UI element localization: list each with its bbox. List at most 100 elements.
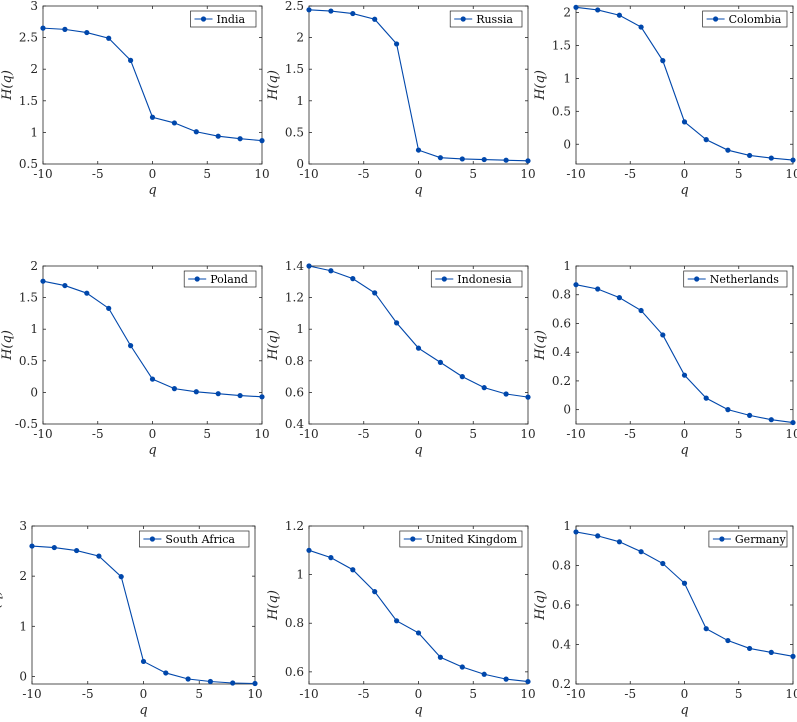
y-tick-label: 1 [19,619,27,633]
x-tick-label: 10 [785,427,797,441]
panel-5: -10 -5 0 5 10 0.4 0.6 0.8 1 1.2 1.4 q H(q) Indonesia [266,259,536,458]
data-point [768,417,774,423]
x-tick-label: -5 [358,167,370,181]
y-tick-label: 1 [296,322,304,336]
y-axis-label: H(q) [266,330,281,361]
data-point [328,555,334,561]
axes-box [575,5,794,165]
y-tick-label: 1 [563,259,571,273]
data-point [96,553,102,559]
data-point [768,155,774,161]
data-point [215,133,221,139]
data-point [84,290,90,296]
legend: Germany [708,530,788,548]
data-point [681,580,688,586]
panel-9: -10 -5 0 5 10 0.2 0.4 0.6 0.8 1 q H(q) Germany [533,519,797,718]
axes-box [308,525,529,685]
data-point [616,539,623,545]
y-tick-label: 1.5 [285,62,304,76]
data-point [84,29,90,36]
y-tick-label: 1.2 [285,519,304,533]
x-tick-label: -5 [92,427,104,441]
y-tick-label: 2.5 [19,31,38,45]
data-point [573,282,579,288]
legend-label: United Kingdom [426,533,518,546]
data-point [725,147,731,153]
x-tick-label: -5 [624,167,636,181]
y-tick-label: 2.5 [285,0,304,13]
axes-box [42,5,263,165]
x-tick-label: -10 [566,687,585,701]
x-tick-label: -10 [22,687,41,701]
data-point [149,376,156,382]
y-tick-label: 0 [563,403,571,417]
x-tick-label: 10 [254,427,269,441]
data-point [638,24,644,30]
x-tick-label: 5 [203,167,211,181]
data-point [372,16,378,22]
x-tick-label: -10 [33,427,52,441]
data-point [703,626,709,632]
legend-label: India [217,13,246,26]
y-tick-label: 2 [563,6,571,20]
y-axis-label: H(q) [0,330,15,361]
data-point [350,276,356,282]
data-point [29,543,35,549]
y-tick-label: 0.6 [552,598,571,612]
y-tick-label: 2 [30,259,38,273]
x-tick-label: -5 [92,167,104,181]
data-point [237,136,243,142]
data-point [372,290,378,296]
x-axis-label: q [414,183,422,198]
y-tick-label: 1 [296,568,304,582]
y-tick-label: 0.4 [552,345,571,359]
legend-marker [460,16,466,22]
data-point [259,138,265,144]
legend-marker [713,16,719,22]
data-point [62,282,68,289]
data-point [703,395,709,401]
axes-box [308,265,529,425]
data-point [616,12,623,18]
y-axis-label: H(q) [266,70,281,101]
y-tick-label: 1.5 [19,291,38,305]
panel-2: -10 -5 0 5 10 0 0.5 1 1.5 2 2.5 q H(q) Russia [266,0,536,198]
data-point [394,618,400,624]
x-tick-label: -10 [33,167,52,181]
axes-box [575,265,794,425]
panel-8: -10 -5 0 5 10 0.6 0.8 1 1.2 q H(q) United Kingdom [266,519,536,718]
data-point [128,343,134,349]
legend: Colombia [702,10,788,28]
data-point [394,320,400,326]
data-point [503,676,509,682]
x-axis-label: q [414,443,422,458]
y-tick-label: 0.5 [19,157,38,171]
x-tick-label: -5 [358,427,370,441]
x-tick-label: -10 [299,687,318,701]
x-tick-label: 10 [247,687,262,701]
x-tick-label: 5 [735,167,743,181]
data-point [149,114,156,120]
x-tick-label: 5 [469,167,477,181]
x-tick-label: 5 [735,687,743,701]
y-tick-label: 1 [563,519,571,533]
panel-1: -10 -5 0 5 10 0.5 1 1.5 2 2.5 3 q H(q) India [0,0,270,198]
legend: Poland [183,270,257,288]
y-tick-label: 0 [19,669,27,683]
y-tick-label: 0.8 [552,559,571,573]
data-point [51,544,57,551]
data-point [306,263,312,269]
y-tick-label: 1.2 [285,291,304,305]
data-point [40,25,46,31]
data-point [481,156,487,163]
panel-6: -10 -5 0 5 10 0 0.2 0.4 0.6 0.8 1 q H(q) Netherlands [533,259,797,458]
data-point [747,152,753,159]
data-point [171,120,177,126]
data-point [459,374,465,380]
y-axis-label: H(q) [533,70,548,101]
x-tick-label: 0 [415,427,423,441]
data-point [459,664,465,670]
y-tick-label: 0.5 [552,104,571,118]
x-tick-label: 10 [520,167,535,181]
y-tick-label: 1.5 [19,94,38,108]
